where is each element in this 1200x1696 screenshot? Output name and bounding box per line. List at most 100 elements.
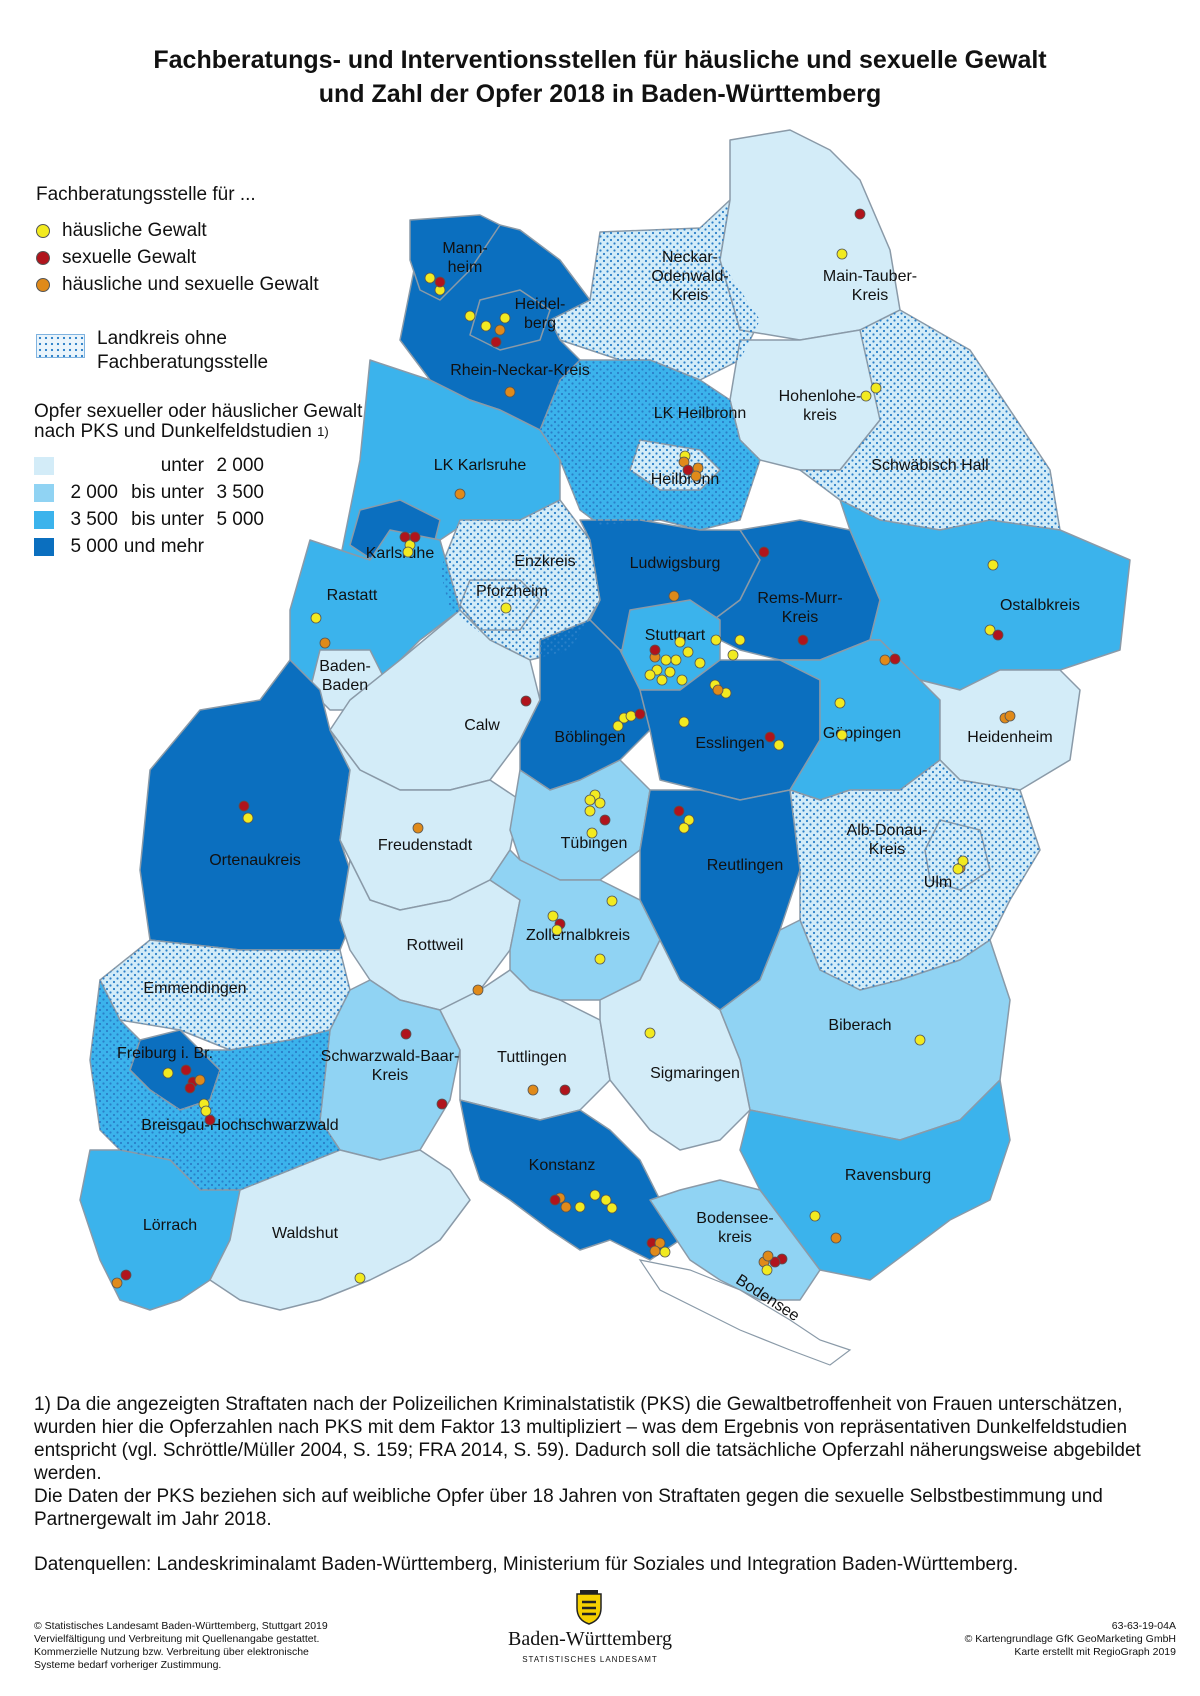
district-label-baden-baden: Baden- <box>319 658 371 675</box>
yellow-dot-icon <box>809 1210 821 1222</box>
legend-item-sexual: sexuelle Gewalt <box>36 247 196 269</box>
yellow-dot-icon <box>594 953 606 965</box>
orange-dot-icon <box>1004 710 1016 722</box>
district-label-neckar-odenwald-kreis: Neckar- <box>662 249 718 266</box>
imprint-line-3: Kommerzielle Nutzung bzw. Verbreitung üb… <box>34 1646 309 1658</box>
coat-of-arms-icon <box>576 1590 602 1625</box>
yellow-dot-icon <box>600 1194 612 1206</box>
legend-classes-heading-1: Opfer sexueller oder häuslicher Gewalt <box>34 401 363 422</box>
yellow-dot-icon <box>242 812 254 824</box>
legend-item-label: häusliche Gewalt <box>62 220 207 241</box>
hatch-overlay-alb-donau-kreis <box>790 760 1040 990</box>
yellow-dot-icon <box>683 814 695 826</box>
red-dot-icon <box>769 1256 781 1268</box>
district-label-ostalbkreis: Ostalbkreis <box>1000 597 1080 614</box>
district-label-freudenstadt: Freudenstadt <box>378 837 473 854</box>
yellow-dot-icon <box>584 805 596 817</box>
district-bodensee-kreis <box>649 1179 821 1301</box>
legend-item-label: sexuelle Gewalt <box>62 247 197 268</box>
district-label-lk-karlsruhe: LK Karlsruhe <box>434 457 527 474</box>
district-label-rastatt: Rastatt <box>327 587 378 604</box>
yellow-dot-icon <box>676 674 688 686</box>
hatch-overlay-schwäbisch-hall <box>800 310 1060 530</box>
yellow-dot-icon <box>664 666 676 678</box>
lake-bodensee <box>638 1259 852 1366</box>
orange-dot-icon <box>527 1084 539 1096</box>
hatch-overlay-neckar-odenwald-kreis <box>550 200 760 380</box>
legend-item-domestic: häusliche Gewalt <box>36 220 207 242</box>
district-label-breisgau-hochschwarzwald: Breisgau-Hochschwarzwald <box>141 1117 338 1134</box>
district-label-heidel-berg: berg <box>524 315 556 332</box>
yellow-dot-icon <box>710 634 722 646</box>
district-label-esslingen: Esslingen <box>695 735 764 752</box>
footnote-paragraph-1: 1) Da die angezeigten Straftaten nach de… <box>34 1394 1141 1484</box>
district-label-enzkreis: Enzkreis <box>514 553 575 570</box>
red-dot-icon <box>599 814 611 826</box>
hatch-overlay-breisgau-hochschwarzwald <box>90 980 340 1190</box>
red-dot-icon <box>854 208 866 220</box>
district-label-sigmaringen: Sigmaringen <box>650 1065 740 1082</box>
yellow-dot-icon <box>957 855 969 867</box>
yellow-dot-icon <box>734 634 746 646</box>
red-dot-icon <box>889 653 901 665</box>
district-label-ravensburg: Ravensburg <box>845 1167 931 1184</box>
yellow-dot-icon <box>984 624 996 636</box>
red-dot-icon <box>434 276 446 288</box>
district-label-main-tauber-kreis: Kreis <box>852 287 888 304</box>
hatch-overlay-emmendingen <box>100 940 350 1050</box>
district-label-ludwigsburg: Ludwigsburg <box>630 555 721 572</box>
class-swatch-icon <box>34 511 54 529</box>
footnote-paragraph-2: Die Daten der PKS beziehen sich auf weib… <box>34 1486 1103 1530</box>
yellow-dot-icon <box>586 827 598 839</box>
district-rottweil <box>339 859 521 1011</box>
yellow-dot-icon <box>914 1034 926 1046</box>
yellow-dot-icon <box>547 910 559 922</box>
yellow-dot-icon <box>694 657 706 669</box>
logo-name: Baden-Württemberg <box>507 1628 672 1650</box>
red-dot-icon <box>797 634 809 646</box>
hatch-swatch-icon <box>36 334 85 358</box>
red-dot-icon <box>673 805 685 817</box>
yellow-dot-icon <box>162 1067 174 1079</box>
yellow-dot-icon <box>761 1264 773 1276</box>
red-dot-icon <box>36 251 50 265</box>
red-dot-icon <box>758 546 770 558</box>
yellow-dot-icon <box>870 382 882 394</box>
district-label-calw: Calw <box>464 717 500 734</box>
red-dot-icon <box>180 1064 192 1076</box>
logo-subtitle: STATISTISCHES LANDESAMT <box>522 1655 658 1664</box>
red-dot-icon <box>204 1114 216 1126</box>
district-label-main-tauber-kreis: Main-Tauber- <box>823 268 917 285</box>
legend-class-4: 5 000 und mehr <box>34 536 274 558</box>
orange-dot-icon <box>454 488 466 500</box>
yellow-dot-icon <box>987 559 999 571</box>
yellow-dot-icon <box>594 797 606 809</box>
yellow-dot-icon <box>860 390 872 402</box>
district-label-rems-murr-kreis: Rems-Murr- <box>757 590 842 607</box>
orange-dot-icon <box>690 470 702 482</box>
orange-dot-icon <box>494 324 506 336</box>
orange-dot-icon <box>668 590 680 602</box>
district-label-schwäbisch-hall: Schwäbisch Hall <box>871 457 988 474</box>
yellow-dot-icon <box>424 272 436 284</box>
yellow-dot-icon <box>36 224 50 238</box>
yellow-dot-icon <box>773 739 785 751</box>
imprint-line-2: Vervielfältigung und Verbreitung mit Que… <box>34 1633 320 1645</box>
yellow-dot-icon <box>678 716 690 728</box>
hatch-overlay-enzkreis <box>440 500 600 660</box>
district-label-karlsruhe: Karlsruhe <box>366 545 435 562</box>
legend-hatch-line-2: Fachberatungsstelle <box>97 352 269 373</box>
yellow-dot-icon <box>480 320 492 332</box>
data-sources: Datenquellen: Landeskriminalamt Baden-Wü… <box>34 1554 1019 1575</box>
yellow-dot-icon <box>354 1272 366 1284</box>
yellow-dot-icon <box>659 1246 671 1258</box>
orange-dot-icon <box>319 637 331 649</box>
orange-dot-icon <box>412 822 424 834</box>
red-dot-icon <box>634 708 646 720</box>
red-dot-icon <box>184 1082 196 1094</box>
orange-dot-icon <box>762 1250 774 1262</box>
orange-dot-icon <box>472 984 484 996</box>
yellow-dot-icon <box>402 546 414 558</box>
yellow-dot-icon <box>200 1105 212 1117</box>
